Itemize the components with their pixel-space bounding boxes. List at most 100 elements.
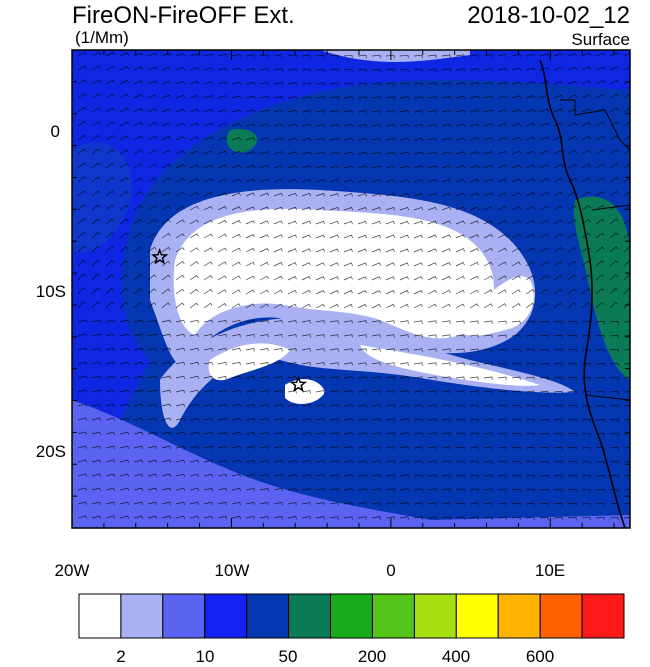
wind-barb	[301, 68, 311, 72]
wind-barb	[343, 96, 353, 100]
wind-barb	[217, 389, 227, 394]
wind-barb	[553, 219, 563, 225]
wind-barb	[539, 81, 549, 85]
wind-barb	[511, 136, 521, 141]
wind-barb	[553, 66, 563, 71]
wind-barb	[259, 81, 269, 86]
wind-barb	[77, 459, 87, 463]
wind-barb	[245, 389, 255, 394]
wind-barb	[469, 488, 479, 492]
wind-barb	[455, 54, 465, 58]
wind-barb	[441, 123, 451, 128]
wind-barb	[371, 404, 381, 408]
wind-barb	[609, 163, 619, 169]
wind-barb	[133, 445, 143, 450]
wind-barb	[189, 205, 199, 211]
wind-barb	[161, 136, 171, 141]
wind-barb	[119, 301, 128, 309]
wind-barb	[371, 234, 381, 239]
wind-barb	[147, 417, 157, 422]
wind-barb	[203, 53, 213, 57]
wind-barb	[105, 347, 115, 351]
wind-barb	[231, 233, 241, 239]
wind-barb	[427, 362, 437, 366]
wind-barb	[301, 220, 311, 225]
wind-barb	[189, 275, 199, 281]
wind-barb	[329, 376, 339, 380]
wind-barb	[413, 179, 423, 183]
wind-barb	[427, 206, 437, 211]
wind-barb	[133, 177, 143, 183]
wind-barb	[595, 488, 605, 493]
wind-barb	[147, 389, 157, 394]
wind-barb	[189, 53, 199, 57]
wind-barb	[161, 515, 171, 520]
wind-barb	[497, 123, 507, 127]
map-date: 2018-10-02_12	[467, 2, 630, 29]
wind-barb	[441, 460, 451, 464]
wind-barb	[231, 67, 241, 72]
wind-barb	[329, 390, 339, 394]
wind-barb	[399, 248, 409, 253]
wind-barb	[91, 375, 101, 379]
wind-barb	[357, 502, 367, 506]
wind-barb	[357, 179, 367, 183]
wind-barb	[189, 389, 199, 394]
country-border-north	[560, 99, 630, 151]
wind-barb	[203, 233, 213, 239]
wind-barb	[385, 446, 395, 450]
wind-barb	[77, 273, 86, 281]
wind-barb	[329, 151, 339, 155]
colorbar-label-200: 200	[358, 647, 386, 666]
wind-barb	[441, 432, 451, 436]
wind-barb	[189, 431, 199, 436]
wind-barb	[497, 178, 507, 183]
wind-barb	[525, 275, 535, 281]
wind-barb	[623, 377, 630, 379]
wind-barb	[567, 362, 577, 367]
wind-barb	[189, 233, 199, 239]
wind-barb	[441, 206, 451, 211]
wind-barb	[175, 333, 185, 338]
wind-barb	[525, 136, 535, 141]
wind-barb	[497, 247, 507, 253]
wind-barb	[343, 234, 353, 239]
wind-barb	[329, 432, 339, 436]
wind-barb	[483, 474, 493, 478]
wind-barb	[357, 376, 367, 380]
wind-barb	[511, 261, 521, 267]
wind-barb	[567, 418, 577, 423]
wind-barb	[77, 361, 87, 365]
wind-barb	[203, 122, 213, 127]
wind-barb	[371, 390, 381, 394]
wind-barb	[287, 446, 297, 450]
wind-barb	[357, 248, 367, 253]
wind-barb	[525, 289, 535, 295]
wind-barb	[539, 348, 549, 353]
wind-barb	[553, 474, 563, 479]
wind-barb	[469, 68, 479, 72]
wind-barb	[371, 474, 381, 478]
wind-barb	[175, 177, 185, 183]
wind-barb	[469, 348, 479, 352]
wind-barb	[371, 68, 381, 73]
wind-barb	[343, 390, 353, 394]
wind-barb	[581, 404, 591, 409]
wind-barb	[91, 389, 101, 393]
wind-barb	[105, 93, 115, 99]
wind-barb	[399, 220, 409, 225]
wind-barb	[287, 303, 297, 309]
wind-barb	[329, 290, 339, 295]
wind-barb	[315, 376, 325, 380]
wind-barb	[385, 54, 395, 59]
wind-barb	[525, 247, 535, 253]
wind-barb	[259, 375, 269, 380]
wind-barb	[259, 54, 269, 58]
wind-barb	[469, 234, 479, 239]
wind-barb	[315, 320, 325, 324]
wind-barb	[385, 110, 395, 114]
wind-barb	[539, 177, 549, 183]
wind-barb	[315, 390, 325, 394]
wind-barb	[581, 177, 591, 183]
wind-barb	[469, 109, 479, 113]
